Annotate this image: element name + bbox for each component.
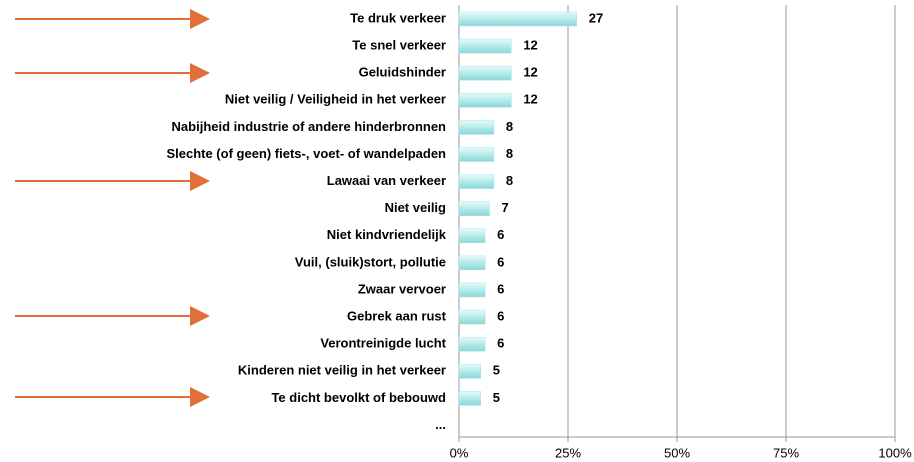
y-tick-label: Vuil, (sluik)stort, pollutie — [295, 254, 446, 269]
value-label: 7 — [502, 200, 509, 215]
bar — [458, 65, 512, 81]
x-tick-label: 50% — [664, 445, 690, 460]
bar — [458, 147, 495, 162]
bar — [458, 93, 512, 108]
y-tick-label: Te druk verkeer — [350, 10, 446, 25]
bar — [458, 336, 486, 352]
value-label: 6 — [497, 336, 504, 351]
y-tick-label: Te dicht bevolkt of bebouwd — [271, 390, 446, 405]
value-label: 12 — [523, 38, 537, 53]
value-label: 8 — [506, 119, 513, 134]
y-tick-label: Geluidshinder — [359, 65, 446, 80]
x-tick-label: 100% — [878, 445, 912, 460]
value-label: 8 — [506, 146, 513, 161]
bar — [458, 364, 482, 379]
x-tick-label: 25% — [555, 445, 581, 460]
y-tick-label: Zwaar vervoer — [358, 281, 446, 296]
bar — [458, 391, 482, 406]
value-label: 12 — [523, 92, 537, 107]
x-tick-label: 75% — [773, 445, 799, 460]
y-tick-label: Kinderen niet veilig in het verkeer — [238, 363, 446, 378]
value-label: 8 — [506, 173, 513, 188]
bar — [458, 201, 490, 216]
y-tick-label: ... — [435, 417, 446, 432]
bar — [458, 309, 486, 325]
y-tick-label: Nabijheid industrie of andere hinderbron… — [172, 119, 447, 134]
y-tick-label: Verontreinigde lucht — [320, 336, 446, 351]
y-tick-label: Niet veilig / Veiligheid in het verkeer — [225, 92, 446, 107]
y-tick-label: Slechte (of geen) fiets-, voet- of wande… — [166, 146, 446, 161]
x-tick-label: 0% — [450, 445, 469, 460]
bar — [458, 282, 486, 298]
bar — [458, 255, 486, 271]
bar — [458, 38, 512, 54]
y-tick-label: Niet veilig — [385, 200, 446, 215]
value-label: 6 — [497, 309, 504, 324]
y-tick-label: Niet kindvriendelijk — [327, 227, 447, 242]
bar — [458, 174, 495, 189]
value-label: 27 — [589, 10, 603, 25]
value-label: 6 — [497, 281, 504, 296]
y-tick-label: Te snel verkeer — [352, 38, 446, 53]
value-label: 6 — [497, 227, 504, 242]
bar — [458, 11, 577, 27]
value-label: 5 — [493, 363, 500, 378]
bar — [458, 228, 486, 244]
value-label: 6 — [497, 254, 504, 269]
y-tick-label: Lawaai van verkeer — [327, 173, 446, 188]
value-label: 12 — [523, 65, 537, 80]
bar — [458, 120, 495, 135]
arrows — [15, 9, 210, 407]
y-tick-label: Gebrek aan rust — [347, 309, 447, 324]
value-label: 5 — [493, 390, 500, 405]
